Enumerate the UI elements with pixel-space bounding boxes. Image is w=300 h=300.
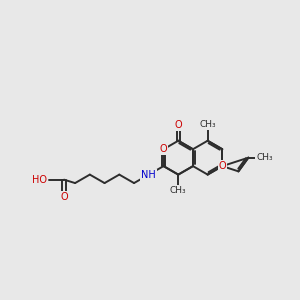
Text: O: O	[160, 144, 167, 154]
Text: HO: HO	[32, 175, 47, 185]
Text: CH₃: CH₃	[170, 186, 187, 195]
Text: O: O	[175, 121, 182, 130]
Text: CH₃: CH₃	[256, 153, 273, 162]
Text: CH₃: CH₃	[199, 120, 216, 129]
Text: O: O	[218, 161, 226, 171]
Text: O: O	[160, 144, 167, 154]
Text: O: O	[60, 192, 68, 202]
Text: NH: NH	[141, 169, 156, 180]
